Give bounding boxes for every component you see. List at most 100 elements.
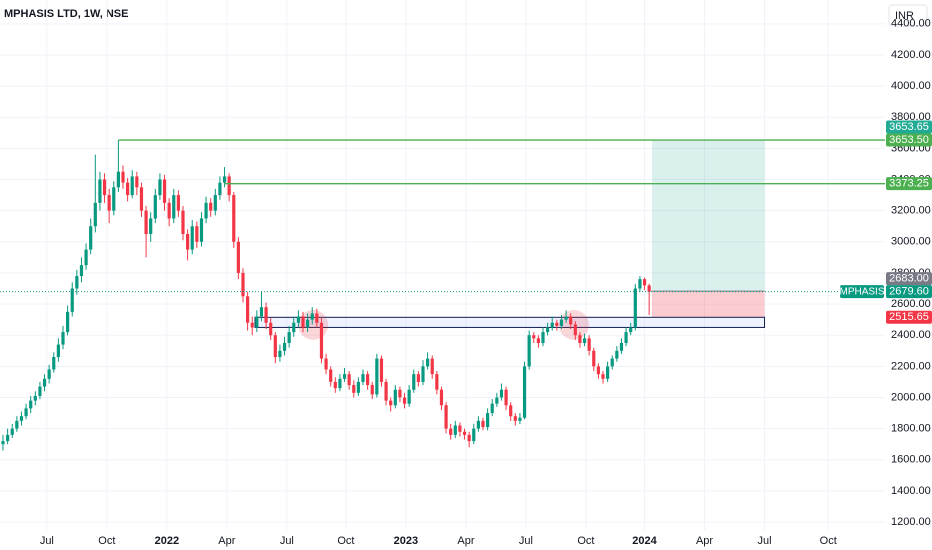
candle-body xyxy=(444,405,448,429)
candle-body xyxy=(638,279,642,289)
candle-body xyxy=(481,420,485,428)
candle-body xyxy=(449,428,453,435)
y-tick-label: 2400.00 xyxy=(891,329,931,341)
candle-body xyxy=(6,434,10,442)
candle-body xyxy=(222,176,227,183)
x-tick-label: 2023 xyxy=(394,535,418,547)
x-tick-label: Oct xyxy=(577,535,594,547)
candle-body xyxy=(352,385,356,393)
candle-body xyxy=(130,176,134,196)
candle-body xyxy=(158,179,162,196)
candle-body xyxy=(301,316,305,328)
candle-body xyxy=(555,322,559,326)
candle-body xyxy=(439,389,444,406)
candle-body xyxy=(550,322,554,328)
candle-body xyxy=(407,389,411,404)
candle-body xyxy=(573,324,577,336)
candle-body xyxy=(273,335,277,358)
candle-body xyxy=(107,195,111,211)
price-label: 3653.65 xyxy=(889,121,929,133)
candle-body xyxy=(292,322,296,333)
x-tick-label: Apr xyxy=(696,535,713,547)
candle-body xyxy=(10,428,14,435)
candle-body xyxy=(75,276,79,289)
candle-body xyxy=(250,322,254,328)
candle-body xyxy=(218,182,222,196)
candle-body xyxy=(79,265,84,277)
candle-body xyxy=(29,400,33,409)
candle-body xyxy=(186,234,190,250)
candle-body xyxy=(282,343,287,351)
candle-body xyxy=(522,366,527,418)
y-tick-label: 3800.00 xyxy=(891,111,931,123)
candle-body xyxy=(338,378,342,389)
candle-body xyxy=(176,195,180,211)
candle-body xyxy=(112,187,116,211)
price-label-box xyxy=(886,272,932,286)
candle-body xyxy=(601,374,605,379)
candle-body xyxy=(398,389,402,398)
price-label: 2683.00 xyxy=(889,273,929,285)
candle-body xyxy=(56,344,60,358)
candle-body xyxy=(199,218,204,242)
candle-body xyxy=(375,358,379,395)
candle-body xyxy=(310,313,314,320)
candle-body xyxy=(15,420,19,429)
candle-body xyxy=(532,335,536,339)
price-label: 3373.25 xyxy=(889,178,929,190)
price-label: 2515.65 xyxy=(889,311,929,323)
currency[interactable]: INR xyxy=(895,10,914,22)
currency-box[interactable] xyxy=(888,4,928,27)
candle-body xyxy=(204,202,208,219)
x-tick-label: Jul xyxy=(758,535,772,547)
candle-body xyxy=(52,357,56,370)
candle-body xyxy=(98,179,102,203)
y-tick-label: 3200.00 xyxy=(891,205,931,217)
x-tick-label: Oct xyxy=(820,535,837,547)
candle-body xyxy=(361,374,365,382)
candle-body xyxy=(416,374,420,382)
candle-body xyxy=(462,431,467,435)
candle-body xyxy=(93,202,97,227)
candle-body xyxy=(426,358,430,367)
y-tick-label: 4000.00 xyxy=(891,80,931,92)
candle-body xyxy=(42,378,47,387)
candle-body xyxy=(324,358,328,370)
x-tick-label: 2022 xyxy=(155,535,179,547)
price-label-box xyxy=(886,133,932,147)
candle-body xyxy=(458,425,462,432)
candle-body xyxy=(366,374,370,386)
candle-body xyxy=(370,385,374,395)
y-tick-label: 1200.00 xyxy=(891,516,931,528)
candle-body xyxy=(139,187,144,211)
candle-body xyxy=(195,226,199,242)
candle-body xyxy=(513,416,517,421)
candle-body xyxy=(135,176,139,188)
candle-body xyxy=(546,327,550,333)
candle-body xyxy=(541,332,545,344)
candle-body xyxy=(89,226,93,250)
candle-body xyxy=(624,332,628,344)
candle-body xyxy=(232,195,236,242)
candle-body xyxy=(241,272,245,297)
candle-body xyxy=(269,322,273,336)
candle-body xyxy=(384,381,388,401)
candle-body xyxy=(430,358,434,375)
candle-body xyxy=(564,316,568,320)
y-tick-label: 2600.00 xyxy=(891,298,931,310)
candle-body xyxy=(213,195,217,211)
candle-body xyxy=(536,338,540,344)
candle-body xyxy=(116,171,120,188)
candle-body xyxy=(499,389,504,398)
candle-body xyxy=(149,218,153,235)
candle-body xyxy=(84,249,88,266)
symbol-label: MPHASIS xyxy=(839,286,884,297)
candle-body xyxy=(578,335,582,344)
candle-body xyxy=(504,389,508,406)
candle-body xyxy=(421,366,425,382)
y-tick-label: 4200.00 xyxy=(891,49,931,61)
candle-body xyxy=(329,369,333,382)
stop-area xyxy=(651,291,765,318)
y-tick-label: 2200.00 xyxy=(891,360,931,372)
candle-body xyxy=(356,381,360,393)
